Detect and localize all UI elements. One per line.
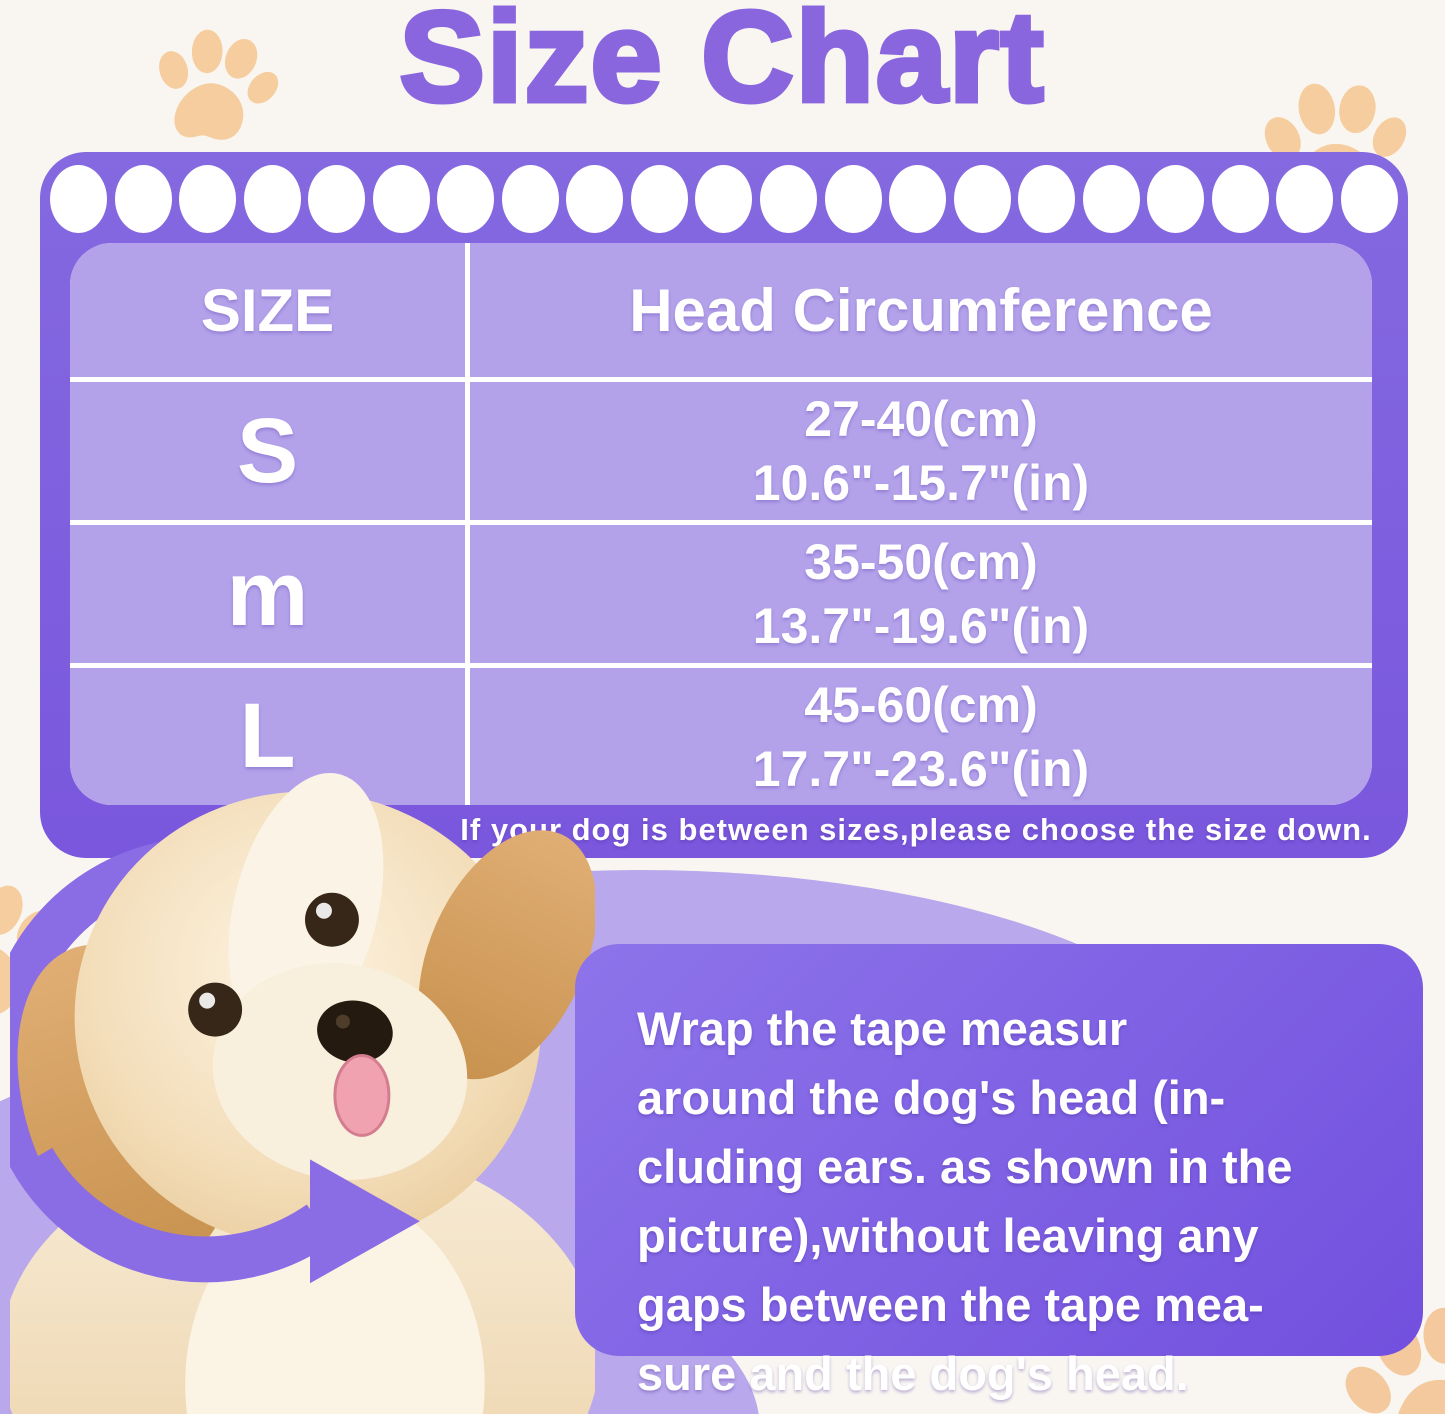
dot [953,165,1011,233]
table-row-measurement-m: 35-50(cm) 13.7"-19.6"(in) [470,525,1372,663]
dot [243,165,301,233]
dot [50,165,107,233]
eye-highlight [199,992,216,1009]
dog-eye-right [304,892,359,947]
dot [1340,165,1398,233]
size-chart-panel: SIZE Head Circumference S 27-40(cm) 10.6… [40,152,1408,858]
eye-highlight [315,902,332,919]
dot [114,165,172,233]
sizing-note: If your dog is between sizes,please choo… [460,812,1372,847]
dot [630,165,688,233]
dog-eye-left [188,982,243,1037]
dot [1082,165,1140,233]
table-row-size-m: m [70,525,465,663]
dot [308,165,366,233]
dog-nose [317,1000,393,1063]
measuring-tip-box: Wrap the tape measur around the dog's he… [575,944,1423,1400]
table-row-measurement-l: 45-60(cm) 17.7"-23.6"(in) [470,668,1372,805]
dot [179,165,237,233]
dog-ear-right [418,830,595,1080]
dot [1211,165,1269,233]
dot [889,165,947,233]
perforation-dots [50,165,1398,233]
table-row-size-s: S [70,382,465,520]
column-header-circumference: Head Circumference [470,243,1372,377]
dot [437,165,495,233]
dot [1018,165,1076,233]
table-row-size-l: L [70,668,465,805]
column-header-size: SIZE [70,243,465,377]
dot [501,165,559,233]
dog-tongue [333,1054,391,1137]
dot [372,165,430,233]
dog-photo [10,772,595,1414]
nose-highlight [335,1014,350,1029]
measuring-tip-text: Wrap the tape measur around the dog's he… [637,1002,1293,1400]
dot [1276,165,1334,233]
dot [824,165,882,233]
dot [695,165,753,233]
page-title: Size Chart [397,0,1046,132]
circular-measure-arrow-icon [12,1147,420,1284]
dot [1147,165,1205,233]
dot [760,165,818,233]
table-row-measurement-s: 27-40(cm) 10.6"-15.7"(in) [470,382,1372,520]
size-table: SIZE Head Circumference S 27-40(cm) 10.6… [70,243,1372,805]
dot [566,165,624,233]
